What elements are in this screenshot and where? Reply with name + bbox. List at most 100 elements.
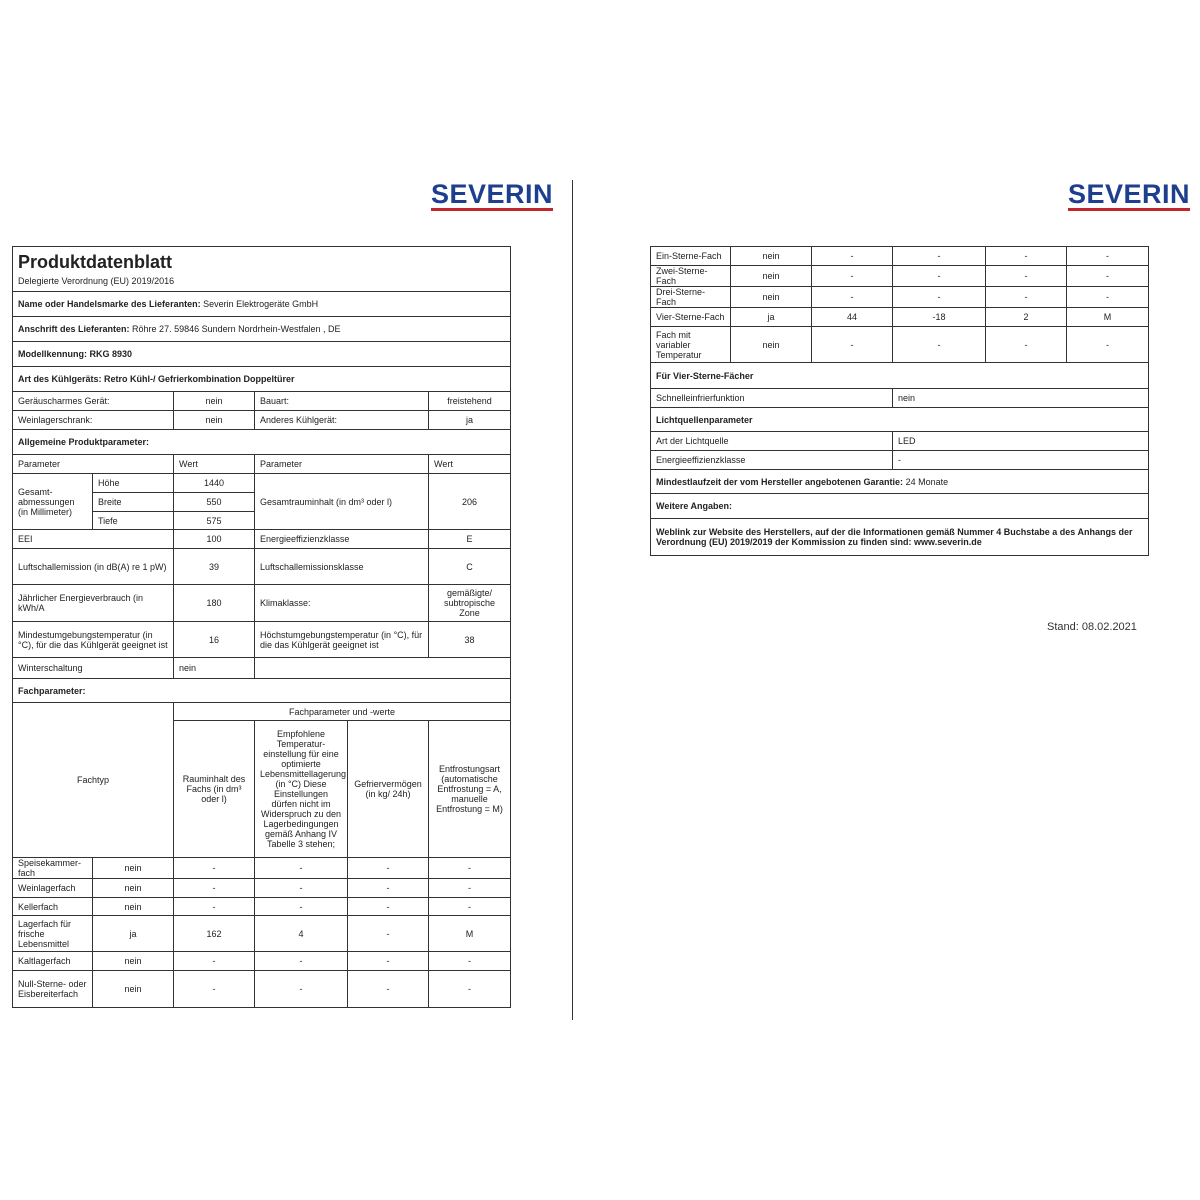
dimensions-label: Gesamt-abmessungen (in Millimeter): [12, 473, 93, 530]
table-row: Luftschallemission (in dB(A) re 1 pW) 39 L…: [12, 548, 512, 585]
cell: Jährlicher Energieverbrauch (in kWh/A: [12, 584, 174, 622]
product-datasheet-right: Ein-Sterne-Fach nein - - - - Zwei-Sterne-Fach n…: [650, 246, 1149, 556]
cell: -: [254, 970, 348, 1008]
cell: M: [1066, 307, 1149, 327]
cell: Luftschallemission (in dB(A) re 1 pW): [12, 548, 174, 585]
cell: Ein-Sterne-Fach: [650, 246, 731, 266]
cell: Zwei-Sterne-Fach: [650, 265, 731, 287]
cell: Bauart:: [254, 391, 429, 411]
cell: -: [347, 915, 429, 952]
severin-logo-right: SEVERIN: [1068, 179, 1191, 211]
cell: -: [173, 878, 255, 898]
cell: Parameter: [254, 454, 429, 474]
table-row: Ein-Sterne-Fach nein - - - -: [650, 246, 1149, 266]
cell: Art der Lichtquelle: [650, 431, 893, 451]
cell: Gefriervermögen (in kg/ 24h): [347, 720, 429, 858]
cell: Rauminhalt des Fachs (in dm³ oder l): [173, 720, 255, 858]
cell: 575: [173, 511, 255, 530]
cell: 550: [173, 492, 255, 512]
cell: 180: [173, 584, 255, 622]
fach-group-header: Fachparameter und -werte: [172, 702, 512, 721]
page-title: Produktdatenblatt: [18, 252, 173, 272]
table-row: Jährlicher Energieverbrauch (in kWh/A 180…: [12, 584, 512, 622]
cell: -: [173, 857, 255, 879]
cell: -: [427, 970, 512, 1008]
cell: -: [1066, 265, 1149, 287]
cell: -: [254, 897, 348, 916]
cell: 162: [173, 915, 255, 952]
cell: Weinlagerschrank:: [12, 410, 174, 430]
cell: freistehend: [427, 391, 512, 411]
table-row: Art der Lichtquelle LED: [650, 431, 1149, 451]
table-row: Geräuscharmes Gerät: nein Bauart: freistehe…: [12, 391, 512, 411]
cell: Empfohlene Temperatur-einstellung für ei…: [254, 720, 348, 858]
cell: -: [892, 326, 986, 363]
cell: Höhe: [92, 473, 174, 493]
supplier-label: Name oder Handelsmarke des Lieferanten:: [18, 299, 201, 309]
cell: EEI: [12, 529, 174, 549]
cell: -: [985, 246, 1067, 266]
cell: Drei-Sterne-Fach: [650, 286, 731, 308]
cell: 38: [427, 621, 512, 658]
cell: -: [254, 878, 348, 898]
cell: Mindestumgebungstemperatur (in °C), für …: [12, 621, 174, 658]
cell: -: [173, 970, 255, 1008]
table-row: EEI 100 Energieeffizienzklasse E: [12, 529, 512, 549]
table-row: Energieeffizienzklasse -: [650, 450, 1149, 470]
model-row: Modellkennung: RKG 8930: [11, 341, 512, 367]
cell: ja: [427, 410, 512, 430]
table-row: Weinlagerschrank: nein Anderes Kühlgerät: j…: [12, 410, 512, 430]
cell: -: [427, 878, 512, 898]
address-value: Röhre 27. 59846 Sundern Nordrhein-Westfa…: [132, 324, 341, 334]
weblink-row: Weblink zur Website des Herstellers, auf…: [650, 518, 1149, 556]
address-label: Anschrift des Lieferanten:: [18, 324, 130, 334]
cell: 2: [985, 307, 1067, 327]
cell: 39: [173, 548, 255, 585]
table-row: Mindestumgebungstemperatur (in °C), für …: [12, 621, 512, 658]
cell: -: [892, 265, 986, 287]
volume-label: Gesamtrauminhalt (in dm³ oder l): [254, 473, 429, 530]
table-row: Fach mit variabler Temperatur nein - - - -: [650, 326, 1149, 363]
compartment-rows: Speisekammer-fach nein - - - - Weinlagerfach ne…: [12, 857, 512, 1008]
table-row: Kellerfach nein - - - -: [12, 897, 512, 916]
cell: nein: [892, 388, 1149, 408]
warranty-label: Mindestlaufzeit der vom Hersteller angeb…: [656, 476, 904, 487]
supplier-value: Severin Elektrogeräte GmbH: [203, 299, 319, 309]
cell: -: [985, 265, 1067, 287]
cell: Tiefe: [92, 511, 174, 530]
section-more: Weitere Angaben:: [650, 493, 1149, 519]
section-light: Lichtquellenparameter: [650, 407, 1149, 432]
cell: E: [427, 529, 512, 549]
volume-value: 206: [427, 473, 512, 530]
cell: Entfrostungsart (automatische Entfrostun…: [427, 720, 512, 858]
cell: Null-Sterne- oder Eisbereiterfach: [12, 970, 93, 1008]
cell: 4: [254, 915, 348, 952]
fachtyp-header: Fachtyp: [12, 702, 174, 858]
appliance-type-row: Art des Kühlgeräts: Retro Kühl-/ Gefrier…: [11, 366, 512, 392]
cell: Wert: [427, 454, 512, 474]
cell: nein: [92, 897, 174, 916]
cell: M: [427, 915, 512, 952]
cell: nein: [173, 391, 255, 411]
table-row: Schnelleinfrierfunktion nein: [650, 388, 1149, 408]
title-cell: Produktdatenblatt Delegierte Verordnung (…: [11, 246, 512, 292]
cell: Schnelleinfrierfunktion: [650, 388, 893, 408]
cell: nein: [92, 951, 174, 971]
cell: -: [811, 286, 893, 308]
cell: 100: [173, 529, 255, 549]
cell: -: [985, 326, 1067, 363]
cell: Luftschallemissionsklasse: [254, 548, 429, 585]
cell: Fach mit variabler Temperatur: [650, 326, 731, 363]
cell: -: [427, 857, 512, 879]
table-row: Zwei-Sterne-Fach nein - - - -: [650, 265, 1149, 287]
supplier-row: Name oder Handelsmarke des Lieferanten: …: [11, 291, 512, 317]
cell: nein: [92, 857, 174, 879]
cell: -: [1066, 286, 1149, 308]
section-four-star: Für Vier-Sterne-Fächer: [650, 362, 1149, 389]
section-compartments: Fachparameter:: [11, 678, 512, 703]
cell: nein: [173, 657, 255, 679]
page-divider: [572, 180, 573, 1020]
cell: gemäßigte/ subtropische Zone: [427, 584, 512, 622]
section-general: Allgemeine Produktparameter:: [11, 429, 512, 455]
cell: Kellerfach: [12, 897, 93, 916]
